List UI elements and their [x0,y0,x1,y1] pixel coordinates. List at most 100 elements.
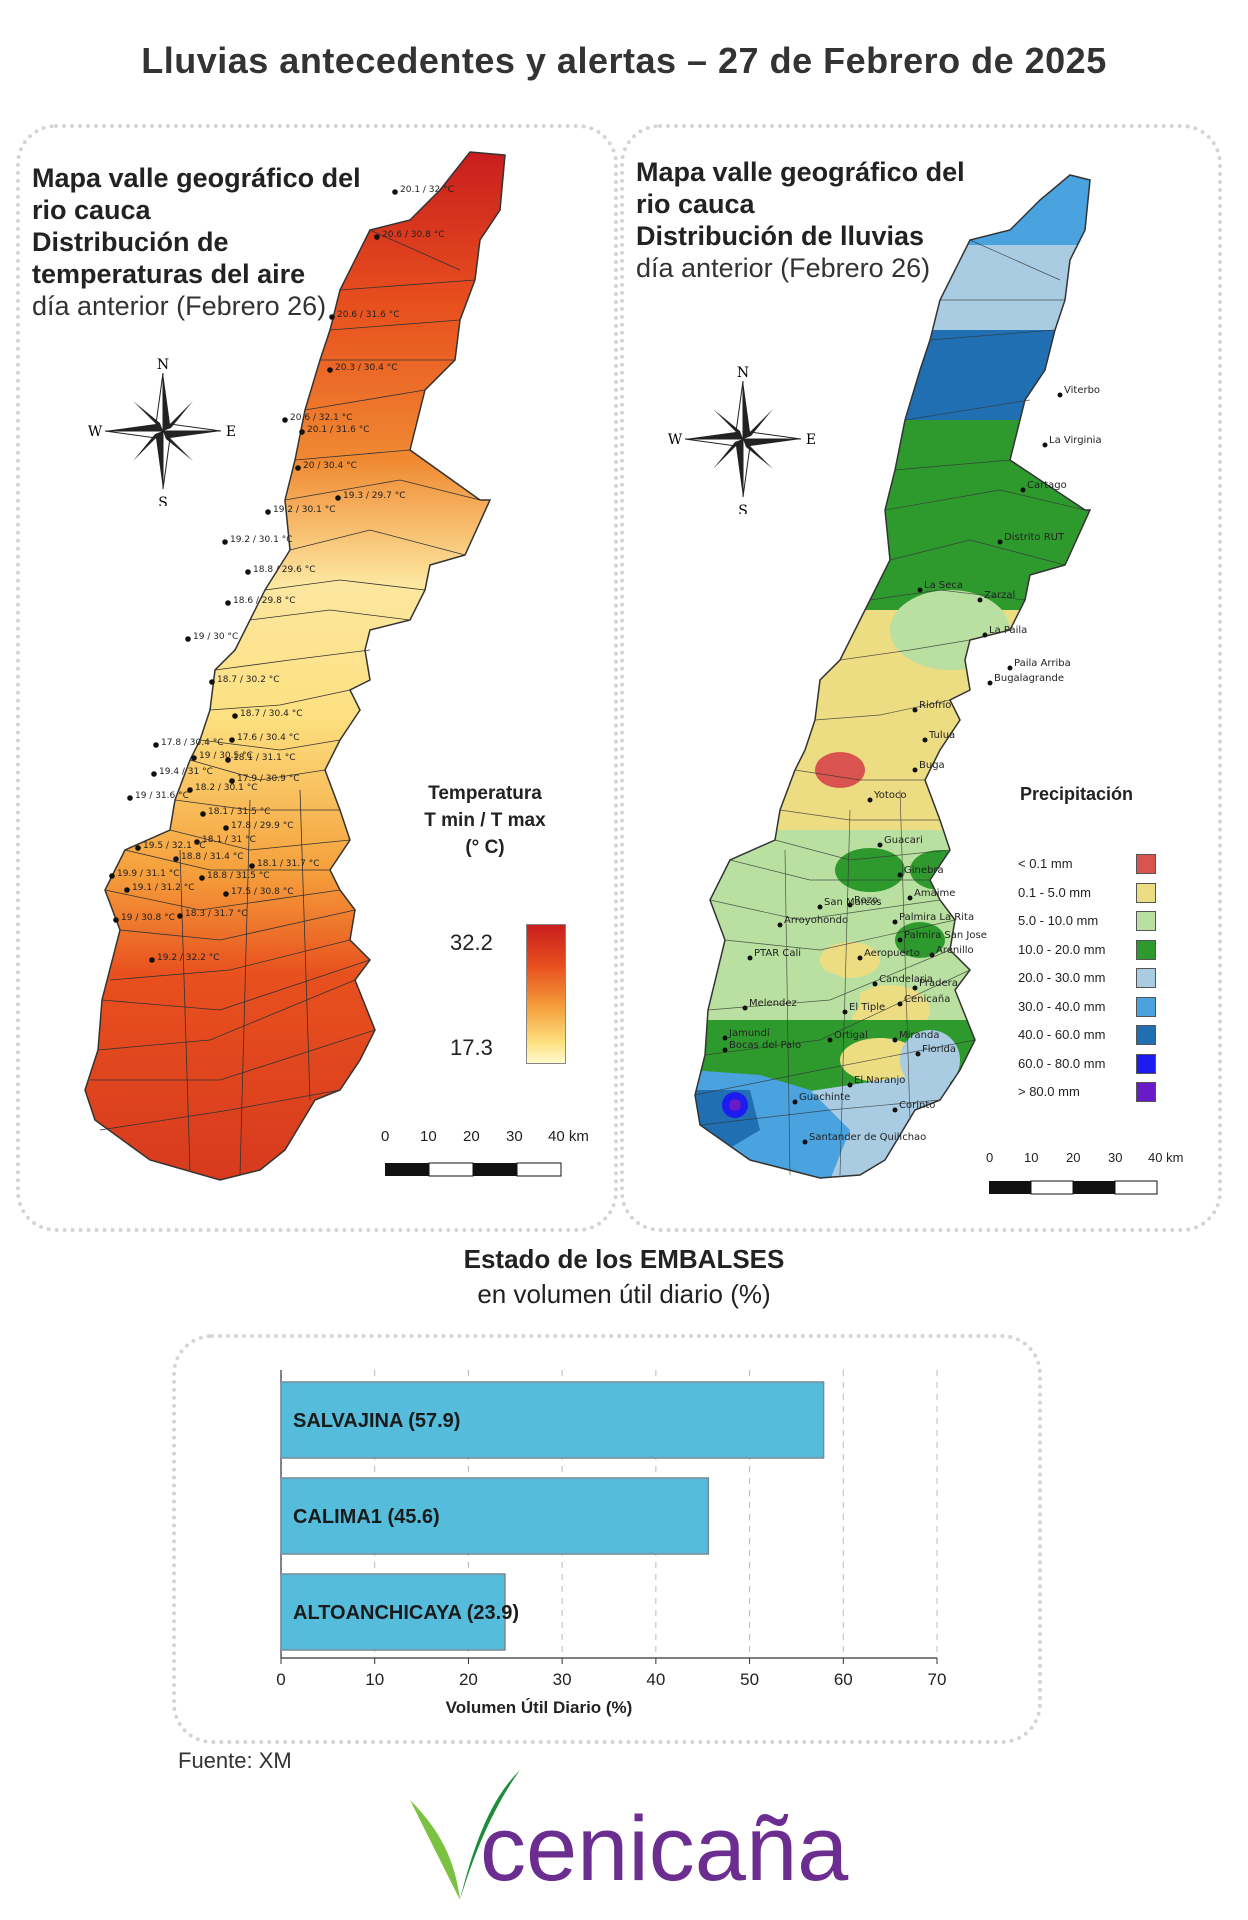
rain-station-label: Paila Arriba [1014,658,1071,669]
rain-station-dot [977,597,983,603]
rain-station-label: Distrito RUT [1004,532,1065,543]
rain-station-dot [827,1037,833,1043]
x-tick-label: 40 [646,1670,665,1689]
temperature-station-dot [199,875,205,881]
rain-station-dot [907,895,913,901]
rain-station-dot [915,1051,921,1057]
rain-station-dot [1007,665,1013,671]
rain-station-label: Florida [922,1044,956,1055]
temperature-station-dot [194,839,200,845]
temperature-map: 20.1 / 32 °C 20.6 / 30.8 °C 20.6 / 31.6 °C… [84,151,506,1181]
rain-station-label: PTAR Cali [754,948,801,959]
temperature-station-dot [187,787,193,793]
rain-station-dot [982,632,988,638]
precipitation-legend-label: 10.0 - 20.0 mm [1018,941,1106,957]
temperature-station-dot [173,856,179,862]
temperature-station-label: 17.5 / 30.8 °C [231,887,293,897]
temperature-station-label: 18.7 / 30.4 °C [240,709,302,719]
temperature-station-dot [135,845,141,851]
temperature-station-label: 20.6 / 31.6 °C [337,310,399,320]
temperature-station-label: 18.6 / 29.8 °C [233,596,295,606]
rain-station-dot [897,872,903,878]
temperature-color-ramp [526,924,566,1064]
rain-station-label: El Naranjo [854,1075,905,1086]
temperature-station-dot [229,737,235,743]
x-tick-label: 0 [276,1670,285,1689]
rain-station-dot [912,707,918,713]
temperature-station-label: 19.5 / 32.1 °C [143,841,205,851]
rain-station-label: Buga [919,760,945,771]
reservoir-bar-label: ALTOANCHICAYA (23.9) [293,1602,519,1624]
rainfall-map-title: Mapa valle geográfico del rio cauca Dist… [636,157,965,283]
temperature-station-dot [225,600,231,606]
temperature-map-subtitle: día anterior (Febrero 26) [32,291,327,321]
rain-station-label: Arroyohondo [784,915,848,926]
temperature-station-dot [223,891,229,897]
temperature-station-label: 19 / 30.5 °C [199,751,253,761]
rain-station-dot [842,1009,848,1015]
rain-station-dot [892,1107,898,1113]
temperature-station-label: 17.9 / 30.9 °C [237,774,299,784]
temperature-station-label: 20.1 / 31.6 °C [307,425,369,435]
rain-station-dot [857,955,863,961]
temperature-station-label: 20.6 / 30.8 °C [382,230,444,240]
rain-station-label: Aeropuerto [864,948,920,959]
temperature-station-dot [245,569,251,575]
reservoir-bar [280,1573,506,1651]
compass-rose-icon: N S W E [668,365,816,514]
page-title: Lluvias antecedentes y alertas – 27 de F… [141,40,1107,81]
svg-text:E: E [226,424,236,440]
temperature-station-label: 18.1 / 31 °C [202,835,256,845]
temperature-station-dot [295,465,301,471]
rain-station-label: La Paila [989,625,1027,636]
x-tick-label: 60 [834,1670,853,1689]
rain-station-dot [877,842,883,848]
rain-station-label: Amaime [914,888,955,899]
rain-station-dot [917,587,923,593]
rain-station-dot [1057,392,1063,398]
rain-station-dot [867,797,873,803]
reservoir-bar [280,1477,710,1555]
temperature-station-dot [222,539,228,545]
rain-station-dot [897,1001,903,1007]
rain-station-label: Ginebra [904,865,944,876]
rain-station-dot [747,955,753,961]
temperature-station-dot [282,417,288,423]
rain-station-label: Yotoco [873,790,907,801]
rain-station-label: Riofrío [919,699,951,711]
precipitation-legend-label: 0.1 - 5.0 mm [1018,884,1091,900]
precipitation-legend-swatch [1136,996,1156,1017]
temperature-map-panel [16,124,618,1232]
temperature-map-title: Mapa valle geográfico del rio cauca Dist… [32,163,361,321]
temperature-station-label: 20 / 30.4 °C [303,461,357,471]
temperature-station-label: 19 / 31.6 °C [135,791,189,801]
rain-station-label: La Seca [924,580,963,591]
rain-station-dot [987,680,993,686]
rain-station-label: Santander de Quilichao [809,1132,926,1143]
temperature-station-dot [109,873,115,879]
precipitation-legend-label: < 0.1 mm [1018,856,1073,871]
precipitation-legend-swatch [1136,1053,1156,1074]
temperature-station-label: 19.2 / 30.1 °C [230,535,292,545]
x-tick-label: 70 [928,1670,947,1689]
rain-station-dot [1020,487,1026,493]
temperature-station-label: 19.9 / 31.1 °C [117,869,179,879]
precipitation-legend-label: 60.0 - 80.0 mm [1018,1055,1106,1071]
rain-station-dot [817,904,823,910]
temperature-station-dot [191,755,197,761]
source-note: Fuente: XM [178,1748,292,1773]
compass-rose-icon: N S W E [88,357,236,506]
rain-station-dot [912,985,918,991]
temperature-station-dot [151,771,157,777]
reservoirs-chart-panel [172,1334,1042,1744]
temperature-station-dot [153,742,159,748]
rain-station-dot [897,937,903,943]
temperature-station-label: 18.8 / 31.4 °C [181,852,243,862]
reservoir-bar-label: SALVAJINA (57.9) [293,1410,460,1432]
rainfall-scale-bar [989,1180,1158,1195]
rain-station-label: Melendez [749,998,797,1009]
rain-station-label: Viterbo [1064,385,1100,396]
svg-text:N: N [737,365,749,381]
temperature-legend-min: 17.3 [450,1035,493,1060]
temperature-station-label: 19.2 / 30.1 °C [273,505,335,515]
